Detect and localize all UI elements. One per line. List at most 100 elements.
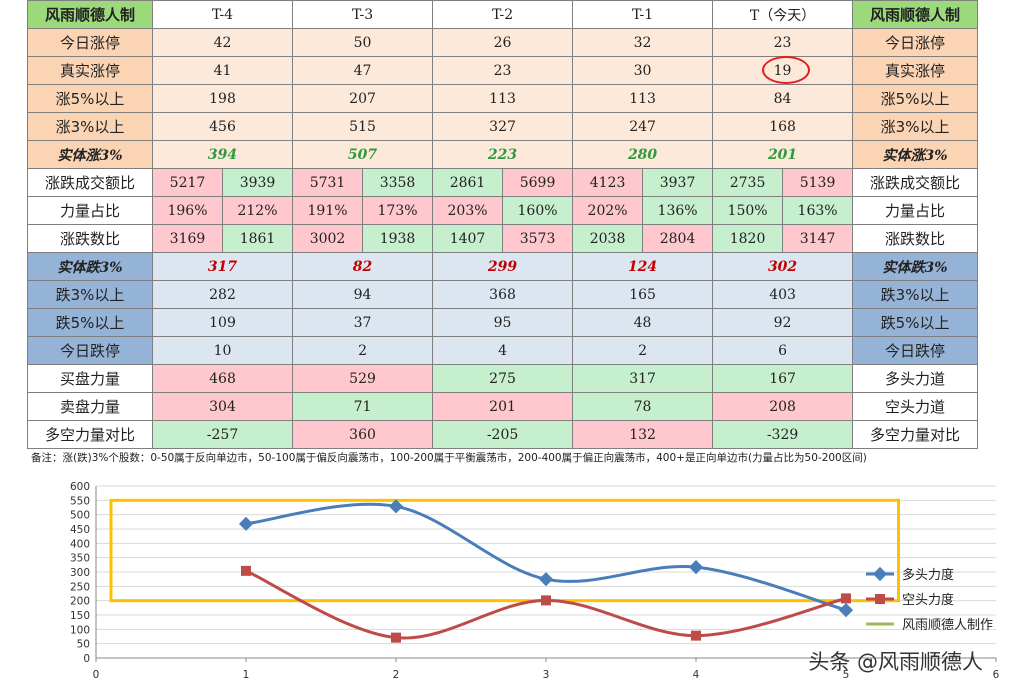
table-cell: 201 <box>712 140 854 169</box>
y-tick-label: 0 <box>83 653 90 665</box>
table-cell: 368 <box>432 280 574 309</box>
bear-marker <box>541 595 551 606</box>
table-cell: 71 <box>292 392 434 421</box>
row-label: 今日跌停 <box>27 336 153 365</box>
y-tick-label: 550 <box>70 495 90 507</box>
table-cell: 4123 <box>572 168 644 197</box>
row-label-right: 多头力道 <box>852 364 979 393</box>
row-label: 今日涨停 <box>27 28 153 57</box>
bull-marker <box>538 572 554 587</box>
row-label-right: 多空力量对比 <box>852 420 979 449</box>
row-label: 力量占比 <box>27 196 153 225</box>
row-label: 买盘力量 <box>27 364 153 393</box>
bear-marker <box>841 593 851 604</box>
table-cell: 50 <box>292 28 434 57</box>
table-cell: 1861 <box>221 224 294 253</box>
row-label: 真实涨停 <box>27 56 153 85</box>
table-cell: 327 <box>432 112 574 141</box>
x-tick-label: 0 <box>93 669 100 681</box>
table-cell: 3169 <box>152 224 223 253</box>
bear-marker <box>391 632 401 643</box>
y-tick-label: 500 <box>70 510 90 522</box>
row-label: 多空力量对比 <box>27 420 153 449</box>
table-cell: 5699 <box>502 168 574 197</box>
table-cell: 23 <box>432 56 574 85</box>
table-cell: 113 <box>572 84 714 113</box>
table-cell: 201 <box>432 392 574 421</box>
table-cell: -205 <box>432 420 574 449</box>
y-tick-label: 150 <box>70 610 90 622</box>
table-cell: 212% <box>221 196 294 225</box>
y-tick-label: 200 <box>70 596 90 608</box>
table-cell: 282 <box>151 280 294 309</box>
table-cell: 507 <box>292 140 434 169</box>
table-cell: 317 <box>572 364 714 393</box>
table-cell: 5217 <box>152 168 223 197</box>
table-cell: 165 <box>572 280 714 309</box>
y-tick-label: 450 <box>70 524 90 536</box>
table-cell: 2735 <box>712 168 784 197</box>
table-cell: 403 <box>712 280 854 309</box>
table-cell: 208 <box>712 392 854 421</box>
bear-marker <box>691 630 701 641</box>
bear-marker <box>241 565 251 576</box>
legend-label: 多头力度 <box>902 567 954 583</box>
y-tick-label: 400 <box>70 538 90 550</box>
table-cell: -257 <box>151 420 294 449</box>
table-cell: 196% <box>152 196 223 225</box>
row-label: 卖盘力量 <box>27 392 153 421</box>
table-cell: 167 <box>712 364 854 393</box>
table-cell: 10 <box>151 336 294 365</box>
row-label-right: 空头力道 <box>852 392 979 421</box>
table-cell: 3358 <box>362 168 434 197</box>
row-label-right: 实体跌3% <box>852 252 979 281</box>
table-cell: 37 <box>292 308 434 337</box>
table-cell: 173% <box>362 196 434 225</box>
force-line-chart: 0 50 100 150 200 250 300 350 400 450 500 550 600 0 1 2 3… <box>70 481 1000 681</box>
table-cell: 168 <box>712 112 854 141</box>
table-cell: 163% <box>782 196 854 225</box>
row-label-right: 今日涨停 <box>852 28 979 57</box>
row-label-right: 跌5%以上 <box>852 308 979 337</box>
row-label: 实体涨3% <box>27 140 153 169</box>
table-cell: 247 <box>572 112 714 141</box>
table-cell: 26 <box>432 28 574 57</box>
table-cell: 202% <box>572 196 644 225</box>
table-cell: 136% <box>642 196 714 225</box>
table-cell: 150% <box>712 196 784 225</box>
table-cell: -329 <box>712 420 854 449</box>
bull-marker <box>688 560 704 575</box>
legend-label: 风雨顺德人制作 <box>902 618 993 633</box>
table-cell: 3937 <box>642 168 714 197</box>
table-cell: 42 <box>151 28 294 57</box>
table-cell: 160% <box>502 196 574 225</box>
row-label-right: 涨跌数比 <box>852 224 979 253</box>
table-cell: 191% <box>292 196 364 225</box>
row-label-right: 力量占比 <box>852 196 979 225</box>
market-stats-table: 风雨顺德人制 T-4 T-3 T-2 T-1 T（今天） 风雨顺德人制 今日涨停 42 50 26 3… <box>27 0 979 449</box>
table-cell: 132 <box>572 420 714 449</box>
table-cell: 6 <box>712 336 854 365</box>
y-tick-label: 50 <box>77 639 90 651</box>
chart-axes: 0 50 100 150 200 250 300 350 400 450 500 550 600 0 1 2 3… <box>70 481 1000 681</box>
highlight-circle <box>762 56 810 84</box>
row-label-right: 实体涨3% <box>852 140 979 169</box>
day-header: T-2 <box>432 0 574 29</box>
table-cell: 3939 <box>221 168 294 197</box>
watermark: 头条 @风雨顺德人 <box>808 650 983 674</box>
y-tick-label: 350 <box>70 553 90 565</box>
bull-marker <box>388 499 404 514</box>
table-cell: 2861 <box>432 168 504 197</box>
x-tick-label: 3 <box>543 669 550 681</box>
table-cell: 30 <box>572 56 714 85</box>
table-cell: 2038 <box>572 224 644 253</box>
row-label: 实体跌3% <box>27 252 153 281</box>
corner-title-right: 风雨顺德人制 <box>852 0 979 29</box>
row-label-right: 跌3%以上 <box>852 280 979 309</box>
row-label-right: 今日跌停 <box>852 336 979 365</box>
row-label: 涨5%以上 <box>27 84 153 113</box>
x-tick-label: 4 <box>693 669 700 681</box>
row-label-right: 真实涨停 <box>852 56 979 85</box>
highlight-box <box>109 498 900 603</box>
